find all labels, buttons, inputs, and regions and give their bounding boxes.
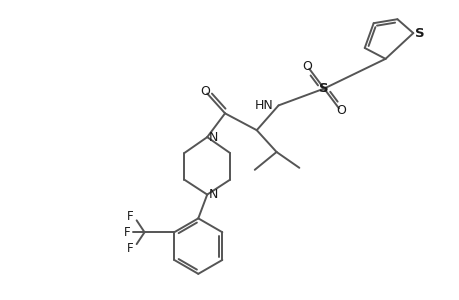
Text: S: S bbox=[414, 27, 424, 40]
Text: O: O bbox=[335, 104, 345, 117]
Text: HN: HN bbox=[254, 99, 273, 112]
Text: N: N bbox=[208, 130, 218, 144]
Text: S: S bbox=[319, 82, 328, 95]
Text: F: F bbox=[127, 242, 134, 255]
Text: F: F bbox=[127, 210, 134, 223]
Text: F: F bbox=[123, 226, 130, 239]
Text: O: O bbox=[200, 85, 210, 98]
Text: N: N bbox=[208, 188, 218, 201]
Text: O: O bbox=[302, 60, 312, 73]
